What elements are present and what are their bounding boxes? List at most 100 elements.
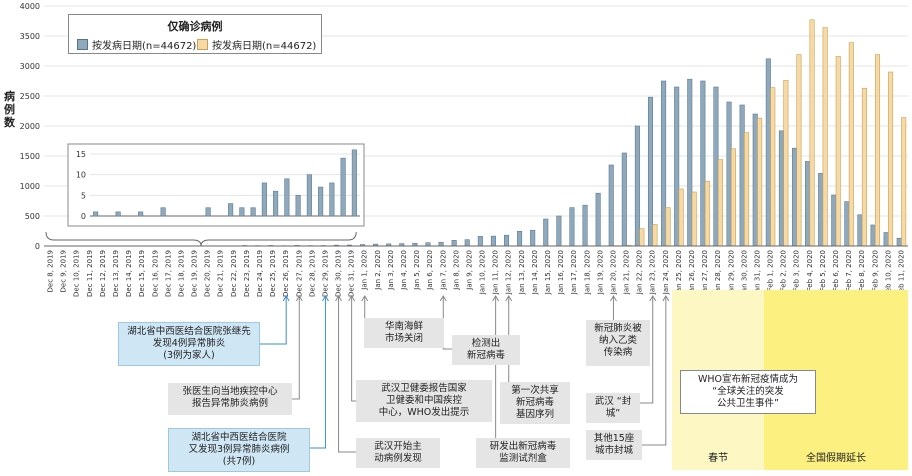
bar-series-1 — [700, 80, 706, 247]
legend-item-series-1: 按发病日期(n=44672) — [77, 37, 196, 52]
annotation-15-cities-lockdown: 其他15座 城市封城 — [586, 430, 642, 460]
x-tick-label: Feb 7, 2020 — [845, 250, 853, 291]
x-tick-label: Feb 8, 2020 — [858, 250, 866, 291]
annotation-active-case-finding: 武汉开始主 动病例发现 — [356, 438, 440, 468]
inset-bar — [205, 207, 211, 217]
x-tick-label: Dec 8, 2019 — [47, 250, 55, 293]
bar-series-2 — [665, 207, 671, 247]
annotation-wuhan-lockdown: 武汉 “封城” — [586, 393, 640, 423]
inset-bar — [239, 207, 245, 217]
bar-series-1 — [503, 234, 510, 247]
x-tick-label: Feb 3, 2020 — [793, 250, 801, 291]
bar-series-1 — [752, 113, 758, 247]
bar-series-2 — [835, 56, 841, 247]
annotation-report-cdc: 张医生向当地疾控中心 报告异常肺炎病例 — [168, 383, 292, 415]
x-tick-label: Jan 24, 2020 — [662, 250, 670, 295]
inset-y-tick-label: 10 — [76, 171, 86, 180]
december-brace — [45, 231, 357, 247]
annotation-genome-shared: 第一次共享 新冠病毒 基因序列 — [500, 382, 570, 424]
x-tick-label: Dec 27, 2019 — [295, 250, 303, 297]
x-tick-label: Jan 1, 2020 — [361, 250, 369, 291]
x-tick-label: Jan 7, 2020 — [439, 250, 447, 291]
annotation-leader-arrow — [348, 295, 356, 302]
inset-bar — [306, 174, 312, 217]
bar-series-2 — [888, 71, 894, 247]
legend: 仅确诊病例 按发病日期(n=44672) 按发病日期(n=44672) — [68, 14, 322, 54]
x-tick-label: Jan 18, 2020 — [583, 250, 591, 295]
holiday-extension-label: 全国假期延长 — [806, 453, 866, 464]
bar-series-1 — [857, 214, 863, 247]
inset-bar — [329, 182, 335, 217]
bar-series-1 — [870, 224, 876, 247]
x-tick-label: Jan 10, 2020 — [479, 250, 487, 295]
inset-bar — [318, 186, 324, 217]
annotation-leader-arrow — [505, 295, 513, 302]
bar-series-2 — [901, 117, 907, 247]
legend-swatch-blue — [77, 39, 88, 50]
x-tick-label: Dec 20, 2019 — [204, 250, 212, 297]
bar-series-1 — [805, 161, 811, 247]
x-tick-label: Jan 29, 2020 — [727, 250, 735, 295]
annotation-leader-arrow — [361, 295, 369, 302]
inset-bar — [160, 207, 166, 217]
annotation-leader-line — [338, 296, 356, 453]
x-tick-label: Jan 30, 2020 — [740, 250, 748, 295]
x-tick-label: Dec 12, 2019 — [99, 250, 107, 297]
x-tick-label: Dec 15, 2019 — [138, 250, 146, 297]
x-tick-label: Jan 22, 2020 — [636, 250, 644, 295]
bar-series-1 — [765, 58, 771, 247]
x-tick-label: Feb 9, 2020 — [871, 250, 879, 291]
x-tick-label: Dec 10, 2019 — [73, 250, 81, 297]
inset-y-tick-label: 15 — [76, 150, 86, 159]
bar-series-2 — [691, 191, 697, 247]
annotation-virus-detected: 检测出 新冠病毒 — [452, 335, 520, 365]
y-tick-label: 3000 — [20, 62, 40, 71]
annotation-leader-line — [642, 296, 667, 446]
x-tick-label: Dec 25, 2019 — [269, 250, 277, 297]
annotation-leader-arrow — [649, 295, 657, 302]
annotation-leader-line — [310, 296, 326, 449]
annotation-leader-line — [640, 296, 654, 404]
x-tick-label: Jan 11, 2020 — [492, 250, 500, 295]
x-tick-label: Jan 17, 2020 — [570, 250, 578, 295]
bar-series-1 — [582, 204, 588, 247]
inset-bar — [228, 203, 234, 217]
x-tick-label: Jan 20, 2020 — [609, 250, 617, 295]
inset-bar — [93, 211, 99, 217]
y-tick-label: 2000 — [20, 122, 40, 131]
inset-y-tick-label: 5 — [81, 191, 86, 200]
bar-series-1 — [883, 232, 889, 247]
x-tick-label: Dec 18, 2019 — [177, 250, 185, 297]
inset-bar — [284, 178, 290, 217]
bar-series-1 — [464, 239, 470, 247]
x-tick-label: Dec 31, 2019 — [348, 250, 356, 297]
annotation-leader-arrow — [439, 295, 447, 302]
x-tick-label: Dec 16, 2019 — [151, 250, 159, 297]
y-tick-label: 0 — [35, 242, 40, 251]
bar-series-2 — [704, 180, 710, 247]
annotation-leader-arrow — [335, 295, 342, 302]
annotation-leader-arrow — [610, 295, 617, 302]
bar-series-2 — [757, 117, 763, 247]
x-tick-label: Dec 30, 2019 — [335, 250, 343, 297]
x-tick-label: Jan 3, 2020 — [387, 250, 395, 291]
x-tick-label: Jan 5, 2020 — [413, 250, 421, 291]
x-tick-label: Dec 9, 2019 — [60, 250, 68, 293]
annotation-three-more-cases: 湖北省中西医结合医院 又发现3例异常肺炎病例 (共7例) — [168, 428, 310, 472]
annotation-leader-line — [442, 296, 452, 350]
bar-series-1 — [543, 218, 549, 247]
x-tick-label: Jan 27, 2020 — [701, 250, 709, 295]
x-tick-label: Dec 22, 2019 — [230, 250, 238, 297]
bar-series-2 — [874, 54, 881, 247]
y-tick-label: 500 — [25, 212, 40, 221]
x-tick-label: Dec 26, 2019 — [282, 250, 290, 297]
y-tick-label: 1500 — [20, 152, 40, 161]
annotation-leader-arrow — [662, 295, 670, 302]
x-tick-label: Jan 25, 2020 — [675, 250, 683, 295]
x-tick-label: Jan 9, 2020 — [465, 250, 473, 291]
bar-series-2 — [744, 132, 750, 247]
annotation-leader-arrow — [322, 295, 329, 302]
bar-series-1 — [674, 86, 680, 247]
x-tick-label: Jan 31, 2020 — [753, 250, 761, 295]
bar-series-1 — [831, 194, 837, 247]
